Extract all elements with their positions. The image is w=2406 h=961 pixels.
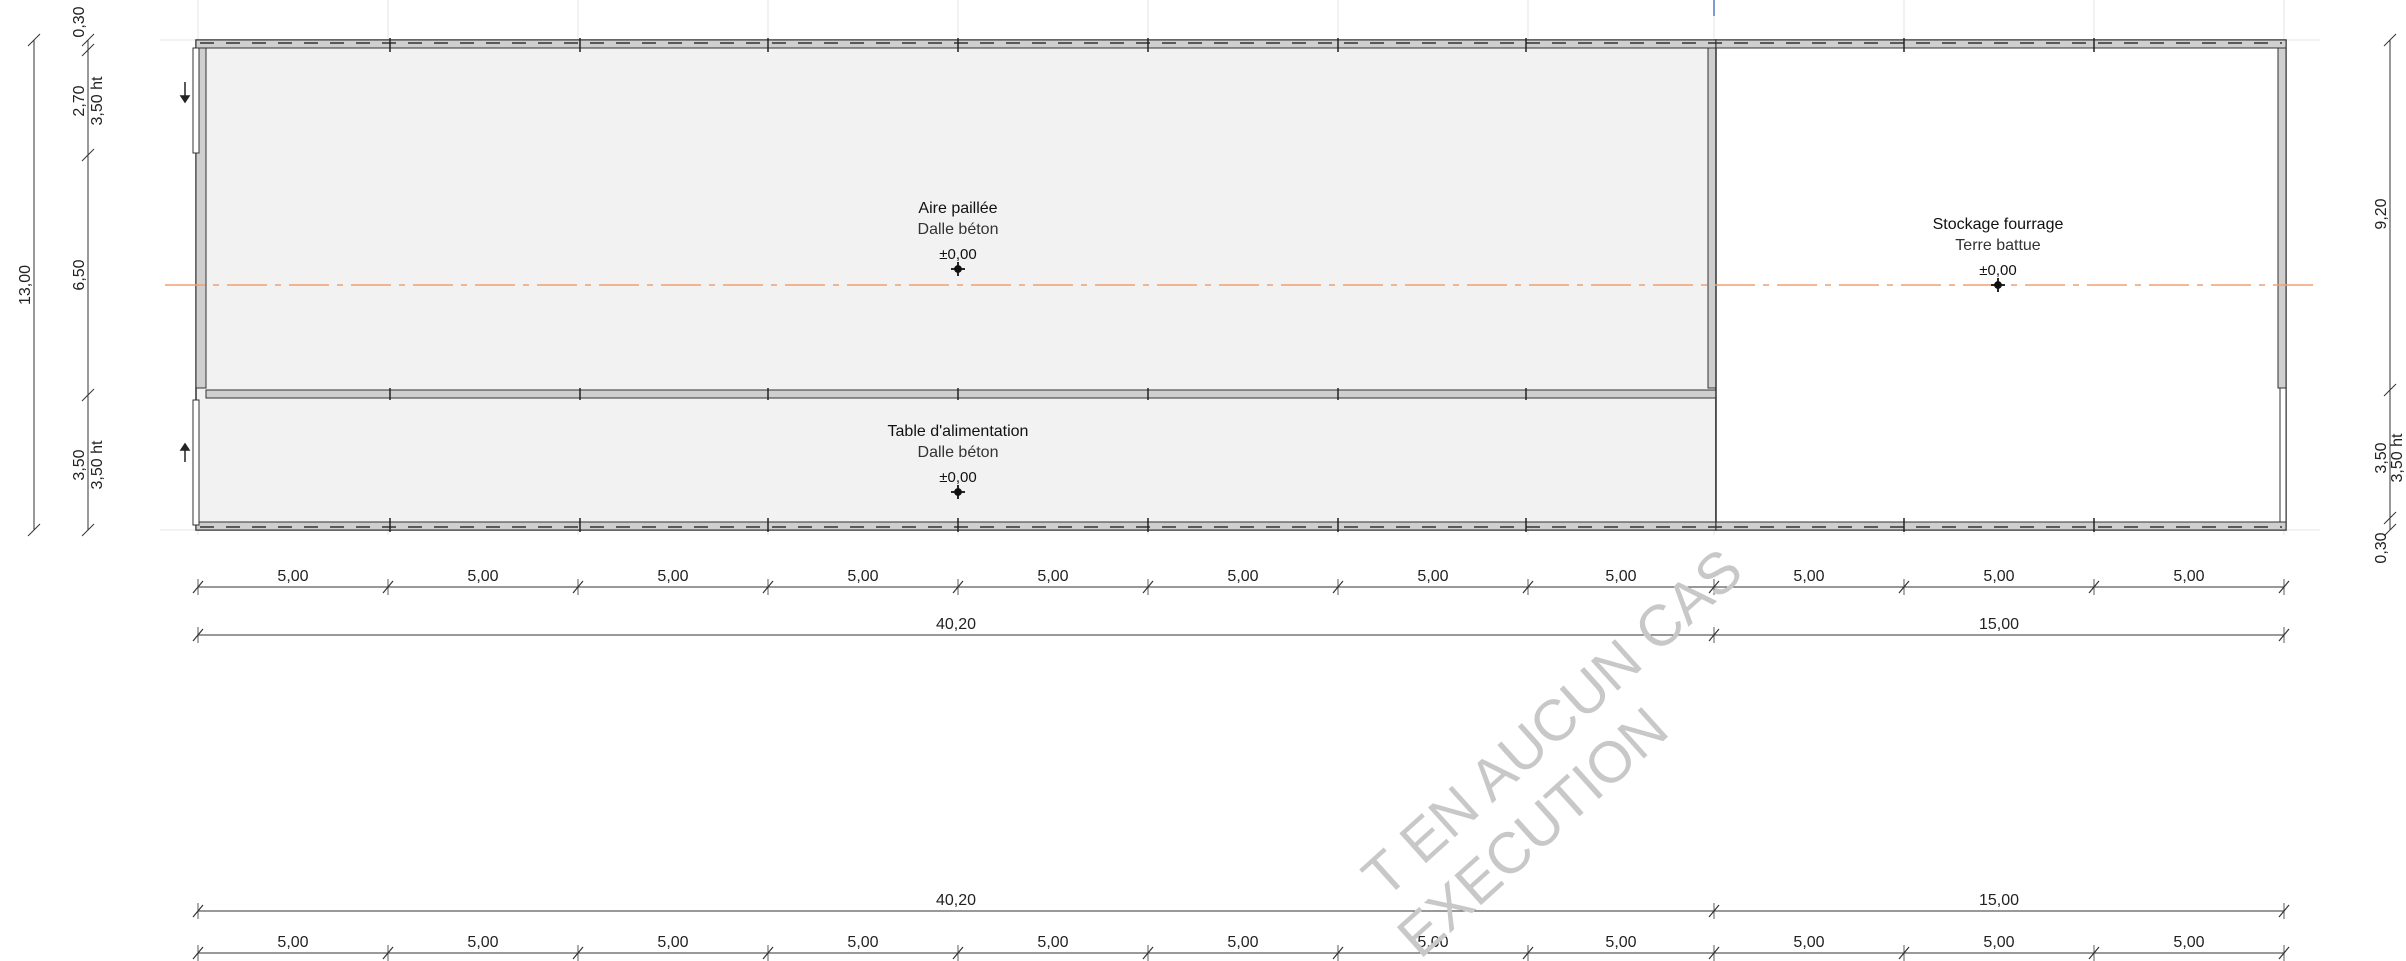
bay-dim-bottom-tick — [1142, 945, 1154, 961]
dim-left-upper: 2,70 — [71, 85, 88, 116]
bay-dim-bottom-label: 5,00 — [847, 934, 878, 951]
bay-dim-top-tick — [1142, 579, 1154, 595]
wall-east-left — [1707, 47, 1717, 389]
left-dimension-lines — [27, 33, 95, 537]
bay-dim-bottom-tick — [2088, 945, 2100, 961]
dim-right-upper: 9,20 — [2373, 198, 2390, 229]
bay-dim-bottom-label: 5,00 — [1037, 934, 1068, 951]
opening-east — [2279, 387, 2287, 523]
bay-dim-bottom-label: 5,00 — [2173, 934, 2204, 951]
dim-right-lower: 3,50 — [2373, 442, 2390, 473]
bay-dim-top-label: 5,00 — [1417, 568, 1448, 585]
room-level-table-alimentation: ±0,00 — [939, 469, 976, 486]
bay-dimension-row-bottom: 5,00 5,00 5,00 5,00 5,00 5,00 5,00 5,00 5,00 5,00… — [192, 934, 2290, 961]
total-dim-bottom-tick — [2278, 903, 2290, 919]
total-dim-top-tick — [2278, 627, 2290, 643]
room-floor-table-alimentation: Dalle béton — [918, 444, 999, 461]
right-dimension-lines — [2383, 33, 2397, 537]
bay-dim-bottom-tick — [1522, 945, 1534, 961]
bay-dim-top-tick — [2278, 579, 2290, 595]
total-dimension-row-top: 40,20 15,00 — [192, 616, 2290, 643]
total-dim-bottom-tick — [192, 903, 204, 919]
opening-west-top — [192, 47, 200, 154]
dim-left-lower-ht: 3,50 ht — [89, 440, 106, 489]
bay-dim-bottom-label: 5,00 — [1983, 934, 2014, 951]
total-dim-bottom-tick — [1708, 903, 1720, 919]
room-floor-stockage-fourrage: Terre battue — [1955, 237, 2040, 254]
bay-dim-top-label: 5,00 — [1983, 568, 2014, 585]
total-dim-bottom-left-label: 40,20 — [936, 892, 976, 909]
dim-left-total: 13,00 — [17, 265, 34, 305]
total-dim-top-tick — [1708, 627, 1720, 643]
total-dim-top-left-label: 40,20 — [936, 616, 976, 633]
dim-left-lower: 3,50 — [71, 449, 88, 480]
bay-dim-top-tick — [762, 579, 774, 595]
wall-feed-table — [205, 389, 1717, 399]
bay-dim-top-tick — [1708, 579, 1720, 595]
bay-dim-bottom-tick — [572, 945, 584, 961]
bay-dim-top-label: 5,00 — [847, 568, 878, 585]
room-name-table-alimentation: Table d'alimentation — [888, 423, 1029, 440]
dim-left-top-wall: 0,30 — [71, 6, 88, 37]
bay-dim-bottom-tick — [382, 945, 394, 961]
bay-dim-top-tick — [952, 579, 964, 595]
door-arrows — [179, 82, 191, 462]
wall-bottom-right — [1715, 521, 2287, 531]
bay-dim-top-label: 5,00 — [1037, 568, 1068, 585]
bay-dim-top-tick — [1522, 579, 1534, 595]
room-floor-aire-paillee: Dalle béton — [918, 221, 999, 238]
bay-dim-top-label: 5,00 — [657, 568, 688, 585]
level-markers — [951, 262, 2005, 499]
bay-dim-bottom-label: 5,00 — [1793, 934, 1824, 951]
bay-dim-bottom-tick — [762, 945, 774, 961]
bay-dim-top-label: 5,00 — [467, 568, 498, 585]
total-dim-top-tick — [192, 627, 204, 643]
dim-left-upper-ht: 3,50 ht — [89, 76, 106, 125]
column-ticks — [389, 38, 2095, 532]
bay-dim-top-label: 5,00 — [1793, 568, 1824, 585]
room-level-aire-paillee: ±0,00 — [939, 246, 976, 263]
total-dimension-row-bottom: 40,20 15,00 — [192, 892, 2290, 919]
room-name-aire-paillee: Aire paillée — [918, 200, 997, 217]
total-dim-bottom-right-label: 15,00 — [1979, 892, 2019, 909]
wall-top-left — [195, 39, 1717, 49]
bay-dim-top-tick — [572, 579, 584, 595]
room-name-stockage-fourrage: Stockage fourrage — [1933, 216, 2064, 233]
bay-dim-top-label: 5,00 — [1227, 568, 1258, 585]
bay-dim-bottom-label: 5,00 — [277, 934, 308, 951]
roof-dash-lines — [200, 42, 2282, 528]
wall-east — [2277, 47, 2287, 389]
bay-dimension-row-top: 5,00 5,00 5,00 5,00 5,00 5,00 5,00 5,00 5,00 5,00… — [192, 568, 2290, 595]
bay-dim-top-label: 5,00 — [2173, 568, 2204, 585]
bay-dim-top-tick — [1332, 579, 1344, 595]
bay-dim-bottom-tick — [192, 945, 204, 961]
bay-dim-top-tick — [1898, 579, 1910, 595]
bay-dim-bottom-tick — [1708, 945, 1720, 961]
bay-dim-bottom-label: 5,00 — [1417, 934, 1448, 951]
bay-dim-top-tick — [192, 579, 204, 595]
room-level-stockage-fourrage: ±0,00 — [1979, 262, 2016, 279]
dim-right-lower-ht: 3,50 ht — [2389, 433, 2406, 482]
bay-dim-bottom-tick — [2278, 945, 2290, 961]
bay-dim-top-label: 5,00 — [1605, 568, 1636, 585]
bay-dim-bottom-label: 5,00 — [1227, 934, 1258, 951]
bay-dim-top-label: 5,00 — [277, 568, 308, 585]
bay-dim-bottom-tick — [1332, 945, 1344, 961]
wall-bottom-left — [195, 521, 1717, 531]
bay-dim-bottom-label: 5,00 — [1605, 934, 1636, 951]
bay-dim-bottom-tick — [952, 945, 964, 961]
dim-left-middle: 6,50 — [71, 259, 88, 290]
bay-dim-top-tick — [2088, 579, 2100, 595]
bay-dim-bottom-label: 5,00 — [657, 934, 688, 951]
opening-west-bottom — [192, 399, 200, 526]
wall-west — [195, 47, 207, 389]
total-dim-top-right-label: 15,00 — [1979, 616, 2019, 633]
bay-dim-bottom-tick — [1898, 945, 1910, 961]
bay-dim-top-tick — [382, 579, 394, 595]
wall-top-right — [1715, 39, 2287, 49]
dim-right-bottom-wall: 0,30 — [2373, 532, 2390, 563]
bay-dim-bottom-label: 5,00 — [467, 934, 498, 951]
